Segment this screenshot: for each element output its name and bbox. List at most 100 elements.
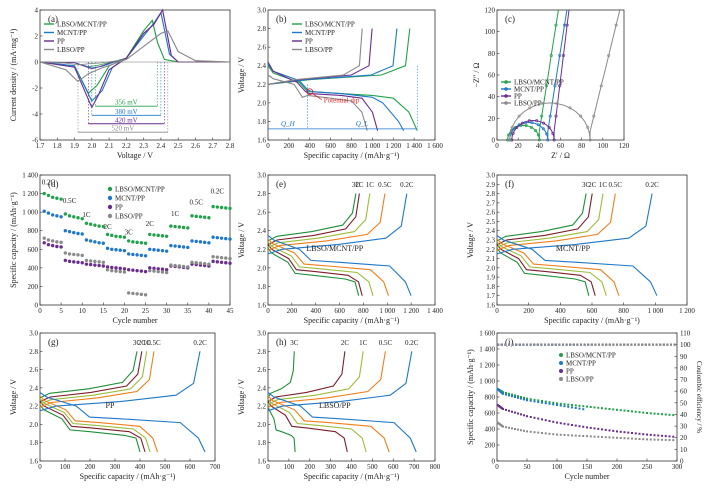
capacity-point bbox=[586, 435, 588, 438]
rate-point bbox=[76, 231, 80, 236]
discharge-curve bbox=[267, 61, 379, 131]
eis-point bbox=[508, 138, 512, 142]
discharge-curve-3C bbox=[39, 404, 141, 453]
rate-point bbox=[198, 261, 203, 265]
discharge-curve-0.5C bbox=[267, 395, 390, 453]
rate-point bbox=[114, 269, 118, 273]
rate-point bbox=[207, 241, 211, 245]
capacity-point bbox=[661, 413, 663, 416]
panel-label: (d) bbox=[48, 179, 59, 189]
capacity-point bbox=[556, 433, 558, 436]
capacity-point bbox=[616, 430, 618, 433]
x-tick-label: 700 bbox=[409, 463, 420, 471]
rate-point bbox=[97, 241, 101, 245]
rate-label: 0.5C bbox=[63, 197, 77, 205]
efficiency-point bbox=[652, 343, 654, 346]
rate-point bbox=[72, 215, 76, 219]
capacity-point bbox=[526, 415, 528, 418]
x-tick-label: 2.4 bbox=[157, 142, 166, 150]
y-tick-label: 2.9 bbox=[486, 181, 495, 189]
plot-frame bbox=[39, 9, 231, 141]
capacity-point bbox=[589, 435, 592, 438]
rate-point bbox=[76, 216, 80, 220]
efficiency-point bbox=[562, 343, 564, 346]
capacity-point bbox=[520, 396, 522, 398]
eis-point bbox=[561, 53, 565, 57]
y-tick-label: 1.7 bbox=[486, 292, 495, 300]
rate-point bbox=[101, 241, 106, 245]
legend-marker bbox=[504, 87, 508, 91]
x-tick-label: 1 400 bbox=[406, 142, 422, 150]
y2-tick-label: 100 bbox=[680, 341, 691, 349]
x-axis-label: Specific capacity / (mAh·g⁻¹) bbox=[304, 316, 400, 325]
capacity-point bbox=[514, 411, 516, 414]
capacity-point bbox=[668, 413, 671, 416]
x-tick-label: 100 bbox=[598, 142, 609, 150]
rate-point bbox=[84, 238, 89, 242]
capacity-point bbox=[653, 438, 656, 441]
capacity-point bbox=[529, 398, 532, 401]
y2-tick-label: 70 bbox=[680, 376, 688, 384]
rate-point bbox=[202, 240, 207, 245]
x-tick-label: 40 bbox=[205, 307, 213, 315]
x-axis-label: Specific capacity / (mAh·g⁻¹) bbox=[544, 316, 640, 325]
eis-point bbox=[545, 132, 549, 136]
capacity-point bbox=[567, 403, 570, 406]
rate-point bbox=[202, 215, 207, 219]
y-tick-label: 1 000 bbox=[22, 209, 38, 217]
x-tick-label: 40 bbox=[536, 142, 544, 150]
x-tick-label: 400 bbox=[555, 307, 566, 315]
legend-entry: MCNT/PP bbox=[305, 29, 335, 37]
capacity-point bbox=[559, 404, 562, 407]
x-tick-label: 1 000 bbox=[365, 142, 381, 150]
capacity-point bbox=[623, 409, 626, 412]
rate-label-1C: 1C bbox=[143, 339, 152, 347]
capacity-point bbox=[578, 425, 581, 428]
capacity-point bbox=[505, 392, 507, 394]
rate-point bbox=[126, 268, 131, 272]
efficiency-point bbox=[619, 343, 622, 346]
capacity-point bbox=[623, 437, 626, 440]
eis-point bbox=[554, 114, 558, 118]
capacity-point bbox=[672, 435, 675, 438]
charge-curve-2C bbox=[267, 193, 360, 246]
y-tick-label: 2 bbox=[35, 33, 39, 41]
y-tick-label: 2.2 bbox=[486, 246, 495, 254]
x-tick-label: 700 bbox=[210, 463, 221, 471]
rate-label: 0.5C bbox=[190, 199, 204, 207]
sample-label: LBSO/MCNT/PP bbox=[306, 244, 363, 253]
rate-label-0.2C: 0.2C bbox=[400, 181, 414, 189]
x-tick-label: 300 bbox=[325, 463, 336, 471]
rate-point bbox=[228, 256, 232, 261]
capacity-point bbox=[544, 432, 547, 435]
cv-curve-return bbox=[39, 8, 230, 70]
capacity-point bbox=[523, 398, 525, 401]
y-tick-label: 3.0 bbox=[486, 172, 495, 180]
rate-point bbox=[88, 259, 93, 263]
rate-point bbox=[50, 239, 55, 243]
y-tick-label: 3.0 bbox=[257, 330, 266, 338]
legend-entry: MCNT/PP bbox=[566, 360, 596, 368]
rate-point bbox=[118, 248, 122, 252]
x-tick-label: 25 bbox=[142, 307, 150, 315]
rate-label-2C: 2C bbox=[588, 181, 597, 189]
y-axis-label: Voltage / V bbox=[237, 57, 246, 93]
capacity-point bbox=[567, 405, 570, 408]
y-tick-label: 400 bbox=[485, 426, 496, 434]
capacity-point bbox=[593, 435, 596, 438]
capacity-point bbox=[552, 401, 555, 404]
panel-f: 0 200 400 600 800 1 000 1 2001.61.71.81.92.02.… bbox=[466, 172, 695, 326]
rate-label-0.5C: 0.5C bbox=[609, 181, 623, 189]
eis-point bbox=[592, 114, 596, 118]
eis-point bbox=[528, 106, 532, 110]
rate-point bbox=[198, 215, 203, 219]
overpotential-label: 356 mV bbox=[115, 99, 138, 107]
charge-curve-0.5C bbox=[267, 351, 386, 408]
discharge-curve-0.2C bbox=[267, 391, 417, 453]
rate-point bbox=[139, 253, 144, 258]
efficiency-point bbox=[526, 343, 528, 346]
efficiency-point bbox=[648, 343, 651, 346]
capacity-point bbox=[541, 401, 543, 404]
legend-marker bbox=[107, 186, 113, 192]
